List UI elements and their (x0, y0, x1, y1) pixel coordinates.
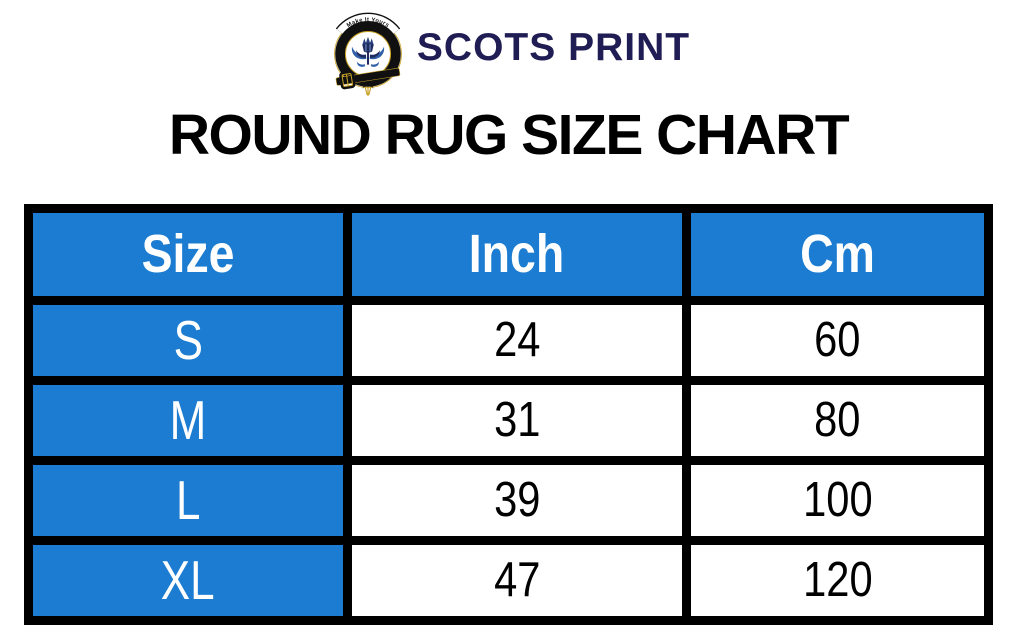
cm-cell: 120 (691, 544, 984, 616)
inch-cell: 47 (352, 544, 682, 616)
brand-wordmark: SCOTS PRINT (416, 25, 691, 69)
brand-header: Make It Yours SCOTS PRINT (0, 0, 1017, 100)
size-value: M (169, 388, 207, 451)
header-cell-cm: Cm (691, 212, 984, 296)
cm-cell: 100 (691, 464, 984, 536)
header-cell-size: Size (33, 212, 343, 296)
cm-value: 120 (802, 552, 873, 607)
inch-cell: 31 (352, 384, 682, 456)
size-value: S (173, 308, 203, 371)
inch-value: 24 (493, 312, 541, 367)
page-title: ROUND RUG SIZE CHART (168, 103, 850, 167)
size-cell: S (33, 304, 343, 376)
size-value: L (175, 468, 201, 531)
header-label-inch: Inch (469, 224, 565, 285)
inch-cell: 39 (352, 464, 682, 536)
cm-cell: 60 (691, 304, 984, 376)
size-cell: L (33, 464, 343, 536)
size-chart-table: Size Inch Cm S 24 60 M 31 80 L 39 100 XL… (24, 203, 993, 625)
header-label-cm: Cm (800, 224, 875, 285)
thistle-icon (351, 36, 385, 67)
header-cell-inch: Inch (352, 212, 682, 296)
belt-buckle-icon (335, 67, 401, 90)
cm-cell: 80 (691, 384, 984, 456)
inch-value: 47 (493, 552, 541, 607)
cm-value: 80 (814, 392, 861, 447)
inch-cell: 24 (352, 304, 682, 376)
size-cell: XL (33, 544, 343, 616)
cm-value: 60 (814, 312, 861, 367)
size-value: XL (161, 548, 215, 611)
header-label-size: Size (141, 224, 235, 285)
inch-value: 39 (493, 472, 541, 527)
size-cell: M (33, 384, 343, 456)
inch-value: 31 (493, 392, 541, 447)
cm-value: 100 (802, 472, 873, 527)
brand-crest-badge: Make It Yours (334, 12, 402, 96)
